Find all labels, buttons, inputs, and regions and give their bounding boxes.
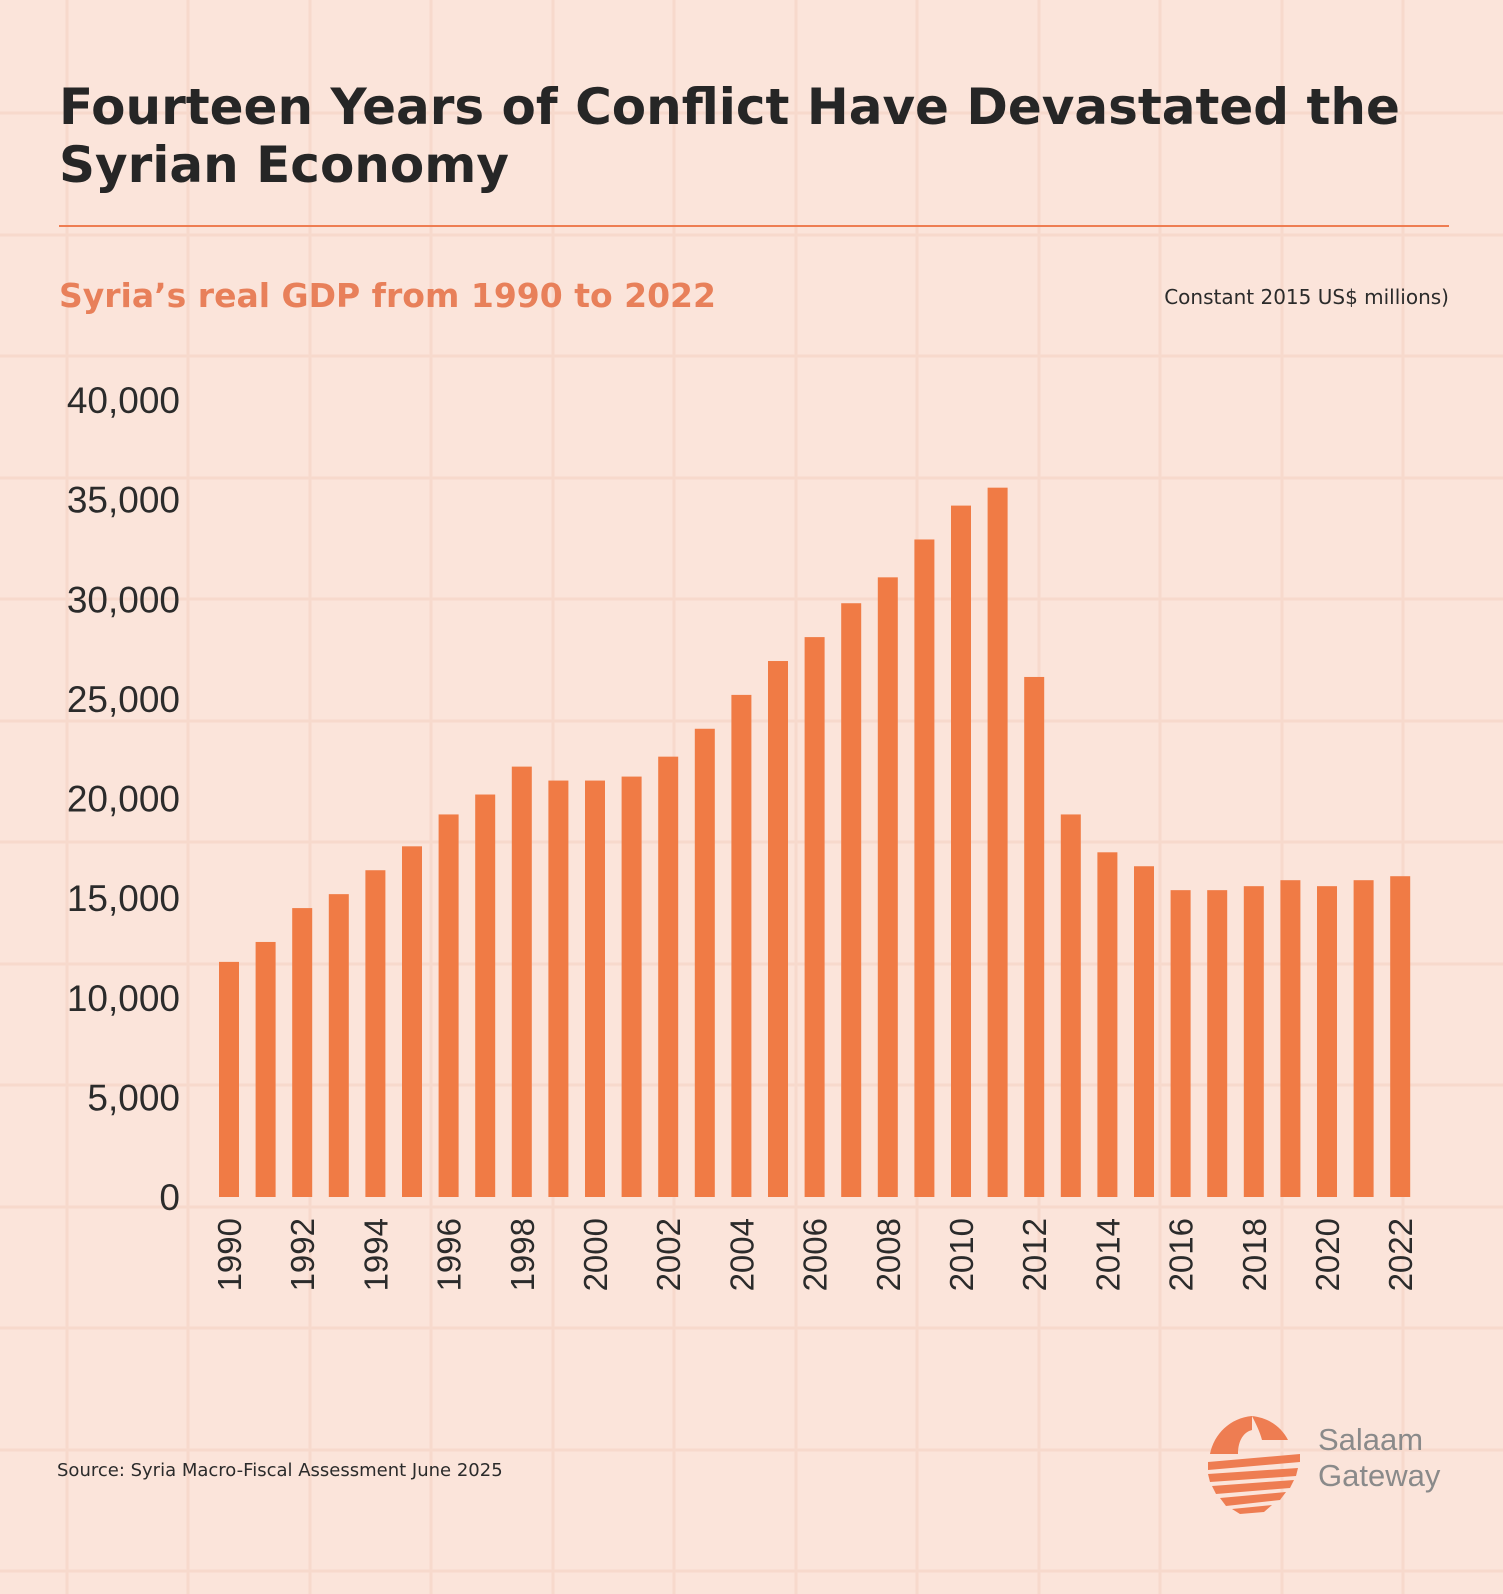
x-tick-label: 2004 (723, 1218, 760, 1291)
bar-2014 (1097, 852, 1118, 1197)
y-tick-label: 10,000 (67, 978, 180, 1019)
y-tick-label: 0 (159, 1177, 180, 1218)
bar-2019 (1280, 880, 1301, 1197)
y-axis: 0 5,000 10,000 15,000 20,000 25,000 30,000 35,0… (67, 380, 180, 1218)
y-tick-label: 20,000 (67, 779, 180, 820)
x-tick-label: 2008 (870, 1218, 907, 1291)
bar-2016 (1170, 890, 1191, 1197)
bar-2004 (731, 694, 752, 1197)
bar-2021 (1353, 880, 1374, 1197)
bar-2018 (1243, 886, 1264, 1197)
bar-1991 (255, 941, 276, 1197)
x-tick-label: 2000 (577, 1218, 614, 1291)
bar-2022 (1390, 876, 1411, 1197)
y-tick-label: 25,000 (67, 679, 180, 720)
bar-2009 (914, 539, 935, 1197)
bar-2015 (1134, 866, 1154, 1197)
x-tick-label: 2002 (650, 1218, 687, 1291)
x-tick-label: 2018 (1236, 1218, 1273, 1291)
bar-2002 (658, 756, 679, 1197)
salaam-gateway-logo: Salaam Gateway (1200, 1410, 1450, 1520)
bar-2005 (768, 661, 788, 1197)
bar-2007 (841, 603, 862, 1197)
chart-subtitle: Syria’s real GDP from 1990 to 2022 (59, 276, 716, 315)
bar-2008 (877, 577, 898, 1197)
globe-logo-icon (1208, 1416, 1300, 1514)
bar-1998 (511, 766, 532, 1197)
x-tick-label: 2012 (1016, 1218, 1053, 1291)
x-tick-label: 1992 (284, 1218, 321, 1291)
y-tick-label: 40,000 (67, 380, 180, 421)
bar-1994 (365, 870, 386, 1197)
page-title: Fourteen Years of Conflict Have Devastat… (59, 78, 1400, 194)
x-tick-label: 2016 (1163, 1218, 1200, 1291)
bar-2012 (1024, 676, 1045, 1197)
bar-2013 (1060, 814, 1081, 1197)
y-tick-label: 35,000 (67, 480, 180, 521)
x-tick-label: 1996 (431, 1218, 468, 1291)
x-tick-label: 2020 (1309, 1218, 1346, 1291)
bar-1990 (219, 961, 239, 1197)
source-note: Source: Syria Macro-Fiscal Assessment Ju… (57, 1460, 503, 1481)
units-label: Constant 2015 US$ millions) (1164, 285, 1449, 309)
x-axis: 1990 1992 1994 1996 1998 2000 2002 2004 2006 2008… (211, 1218, 1419, 1291)
bar-2000 (585, 780, 605, 1197)
bar-1997 (475, 794, 496, 1197)
bar-2011 (987, 487, 1008, 1197)
gdp-bar-chart: 0 5,000 10,000 15,000 20,000 25,000 30,000 35,0… (67, 380, 1419, 1291)
bar-1993 (328, 894, 349, 1197)
bar-1992 (292, 908, 313, 1197)
x-tick-label: 2010 (943, 1218, 980, 1291)
bar-series (219, 487, 1411, 1197)
bar-1996 (438, 814, 459, 1197)
x-tick-label: 1998 (504, 1218, 541, 1291)
x-tick-label: 2006 (797, 1218, 834, 1291)
logo-text-line1: Salaam (1318, 1422, 1424, 1457)
bar-2001 (621, 776, 642, 1197)
x-tick-label: 1994 (357, 1218, 394, 1291)
x-tick-label: 2022 (1382, 1218, 1419, 1291)
x-tick-label: 2014 (1089, 1218, 1126, 1291)
x-tick-label: 1990 (211, 1218, 248, 1291)
bar-2003 (694, 728, 715, 1197)
bar-2006 (804, 637, 825, 1197)
bar-1995 (402, 846, 422, 1197)
bar-2020 (1317, 886, 1337, 1197)
bar-2017 (1207, 890, 1228, 1197)
logo-text-line2: Gateway (1318, 1458, 1441, 1493)
bar-1999 (548, 780, 569, 1197)
y-tick-label: 5,000 (87, 1077, 180, 1118)
y-tick-label: 15,000 (67, 878, 180, 919)
y-tick-label: 30,000 (67, 579, 180, 620)
title-divider (59, 225, 1449, 227)
bar-2010 (951, 505, 971, 1197)
